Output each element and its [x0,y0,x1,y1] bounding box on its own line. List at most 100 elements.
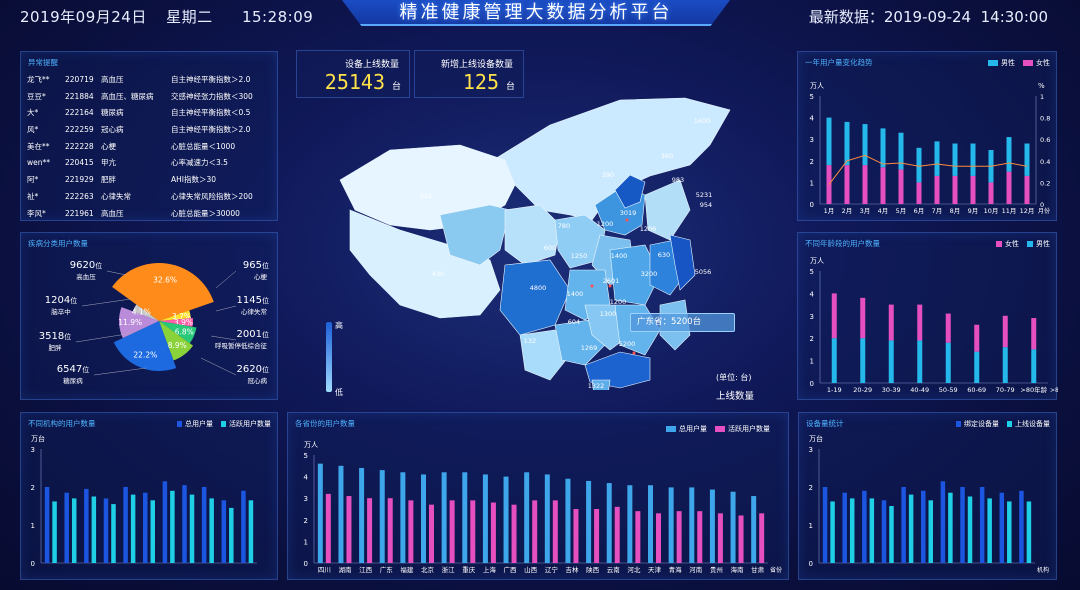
bar[interactable] [367,498,373,563]
pie-slice[interactable] [159,321,194,361]
bar[interactable] [940,481,946,563]
bar[interactable] [1019,490,1024,563]
bar[interactable] [627,485,633,563]
pie-slice[interactable] [113,321,177,371]
bar[interactable] [979,487,985,563]
bar[interactable] [860,338,866,383]
bar[interactable] [614,506,620,563]
bar[interactable] [1024,175,1030,204]
bar[interactable] [860,297,866,339]
bar[interactable] [503,476,509,563]
bar[interactable] [869,498,875,563]
map-region[interactable] [614,174,646,209]
bar[interactable] [241,490,246,563]
bar[interactable] [999,492,1005,563]
alert-row[interactable]: 风* 222259 冠心病 自主神经平衡指数＞2.0 [27,122,275,139]
bar[interactable] [421,474,426,563]
bar[interactable] [988,182,994,204]
bar[interactable] [697,511,703,563]
bar[interactable] [71,498,77,563]
bar[interactable] [689,487,695,563]
map-region[interactable] [519,329,571,381]
bar[interactable] [830,501,835,563]
bar[interactable] [921,490,926,563]
bar[interactable] [952,175,958,204]
map-region[interactable] [584,351,651,389]
bar[interactable] [934,141,940,176]
bar[interactable] [1007,501,1012,563]
bar[interactable] [648,485,653,563]
bar[interactable] [880,128,886,168]
alert-row[interactable]: 阿* 221929 肥胖 AHI指数＞30 [27,172,275,189]
bar[interactable] [130,494,136,563]
bar[interactable] [888,304,894,341]
bar[interactable] [844,165,850,204]
bar[interactable] [470,500,476,563]
bar[interactable] [676,511,682,563]
map-region[interactable] [609,244,661,306]
pie-slice[interactable] [119,307,159,339]
bar[interactable] [822,487,828,563]
bar[interactable] [635,511,641,563]
bar[interactable] [594,509,600,563]
map-region[interactable] [439,204,511,266]
bar[interactable] [967,496,973,564]
bar[interactable] [738,515,744,563]
bar[interactable] [209,498,214,563]
bar[interactable] [544,474,550,563]
bar[interactable] [379,470,385,563]
bar[interactable] [52,501,57,563]
bar[interactable] [1026,501,1032,563]
map-region[interactable] [504,204,561,266]
bar[interactable] [916,182,922,204]
bar[interactable] [759,513,765,563]
bar[interactable] [1024,143,1030,176]
map-region[interactable] [499,259,571,336]
bar[interactable] [441,472,447,563]
bar[interactable] [917,304,923,341]
alert-row[interactable]: 豆豆* 221884 高血压、糖尿病 交感神经张力指数＜300 [27,89,275,106]
map-region[interactable] [644,179,691,241]
bar[interactable] [888,340,894,383]
bar[interactable] [974,351,980,383]
bar[interactable] [880,167,886,204]
bar[interactable] [482,474,488,563]
bar[interactable] [325,493,331,563]
china-map[interactable]: 1600 360 983 5231 954 322 390 3019 1200 1206 600 78… [330,90,750,390]
alert-row[interactable]: 李风* 221961 高血压 心脏总能量＞30000 [27,206,275,223]
bar[interactable] [862,490,867,563]
bar[interactable] [162,481,168,563]
map-region[interactable] [489,97,731,221]
bar[interactable] [831,293,837,339]
bar[interactable] [229,507,234,563]
bar[interactable] [948,492,953,563]
bar[interactable] [182,485,187,563]
pie-slice[interactable] [159,321,197,344]
bar[interactable] [524,472,530,563]
alert-row[interactable]: 大* 222164 糖尿病 自主神经平衡指数＜0.5 [27,105,275,122]
bar[interactable] [248,500,254,563]
bar[interactable] [862,165,868,204]
alert-row[interactable]: 美在** 222228 心梗 心脏总能量＜1000 [27,139,275,156]
bar[interactable] [103,498,109,563]
bar[interactable] [916,147,922,183]
bar[interactable] [111,504,116,563]
bar[interactable] [359,467,365,563]
bar[interactable] [917,340,923,383]
bar[interactable] [201,487,207,563]
bar[interactable] [889,506,894,563]
bar[interactable] [84,488,89,563]
bar[interactable] [908,494,914,563]
bar[interactable] [849,498,855,563]
bar[interactable] [1031,349,1037,383]
bar[interactable] [901,487,906,563]
bar[interactable] [952,143,958,176]
bar[interactable] [934,175,940,204]
bar[interactable] [1006,137,1012,172]
bar[interactable] [987,498,992,563]
bar[interactable] [511,504,517,563]
alert-row[interactable]: 祉* 222263 心律失常 心律失常风险指数＞200 [27,189,275,206]
bar[interactable] [143,492,148,563]
bar[interactable] [123,487,128,563]
bar[interactable] [974,324,980,352]
